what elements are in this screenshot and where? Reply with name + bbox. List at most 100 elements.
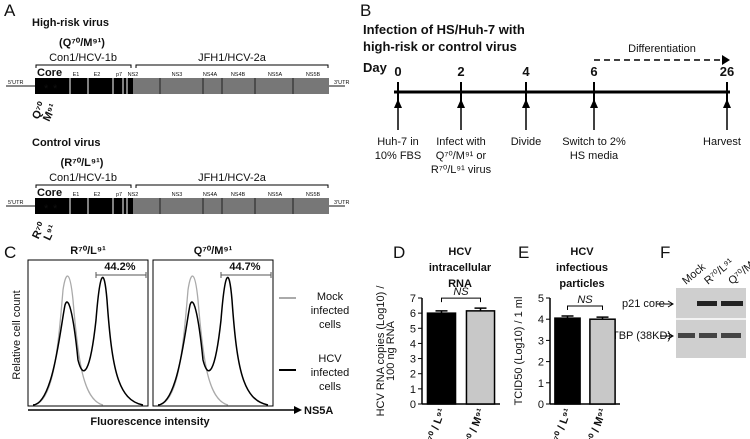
bracket: [135, 184, 329, 188]
arrowhead: [457, 99, 465, 108]
event-label: Divide: [511, 136, 542, 148]
chart-title: HCV: [448, 246, 472, 258]
event-label: Switch to 2%: [562, 136, 626, 148]
day-number: 26: [720, 64, 734, 79]
chart-title: infectious: [556, 262, 608, 274]
arrowhead: [294, 406, 302, 414]
arrow: [657, 300, 674, 308]
region-label: NS4A: [203, 192, 218, 198]
arrowhead: [590, 99, 598, 108]
region-label: E2: [94, 72, 101, 78]
region-label: Core: [37, 67, 62, 79]
legend-label: infected: [311, 305, 350, 317]
jfh1-region: [133, 198, 329, 214]
day-number: 4: [522, 64, 530, 79]
band-label: TBP (38KD): [612, 330, 671, 342]
blot: [676, 288, 746, 358]
mock-histogram: [157, 275, 229, 406]
region-label: NS5A: [268, 72, 283, 78]
mutation-star: *: [53, 203, 58, 215]
region-group: Con1/HCV-1b: [49, 52, 117, 64]
lane-label: Mock: [680, 261, 708, 287]
arrowhead: [522, 99, 530, 108]
region-label: E1: [73, 72, 80, 78]
arrowhead: [722, 55, 730, 65]
gate-percent: 44.7%: [229, 261, 260, 273]
band: [678, 333, 695, 338]
region-label: NS3: [172, 72, 183, 78]
con1-region: [35, 78, 133, 94]
virus-variant: (R⁷⁰/L⁹¹): [61, 157, 104, 169]
region-label: p7: [116, 192, 122, 198]
region-group: JFH1/HCV-2a: [198, 172, 267, 184]
region-label: NS5A: [268, 192, 283, 198]
y-axis-label: Relative cell count: [11, 290, 23, 379]
gate-percent: 44.2%: [104, 261, 135, 273]
sample-title: Q⁷⁰/M⁹¹: [194, 245, 233, 257]
x-tick-label: R⁷⁰ / L⁹¹: [549, 407, 575, 439]
region-label: NS3: [172, 192, 183, 198]
mutation-star: *: [44, 83, 49, 95]
event-label: Q⁷⁰/M⁹¹ or: [436, 150, 487, 162]
bracket: [35, 64, 132, 68]
error-bar: [435, 310, 448, 314]
panel-label: F: [660, 243, 670, 262]
chart-title: HCV: [570, 246, 594, 258]
panel-label: D: [393, 243, 405, 262]
y-tick-label: 2: [538, 357, 544, 369]
y-tick-label: 6: [410, 308, 416, 320]
event-label: 10% FBS: [375, 150, 421, 162]
day-number: 0: [394, 64, 401, 79]
x-tick-label: Q⁷⁰ / M⁹¹: [461, 407, 488, 439]
panel-label: E: [518, 243, 529, 262]
con1-region: [35, 198, 133, 214]
utr-label: 3'UTR: [334, 200, 349, 206]
panel-label: A: [4, 1, 16, 20]
phase-label: Differentiation: [628, 43, 696, 55]
region-label: NS4B: [231, 192, 246, 198]
event-label: Infect with: [436, 136, 486, 148]
y-tick-label: 3: [538, 335, 544, 347]
y-tick-label: 2: [410, 369, 416, 381]
gate: [220, 272, 272, 278]
region-label: p7: [116, 72, 122, 78]
region-label: NS5B: [306, 192, 321, 198]
legend-label: cells: [319, 319, 342, 331]
chart-title: intracellular: [429, 262, 492, 274]
error-bar: [474, 307, 487, 311]
gate: [95, 272, 147, 278]
y-tick-label: 5: [538, 293, 544, 305]
region-label: NS5B: [306, 72, 321, 78]
bracket: [135, 64, 329, 68]
panel-label: C: [4, 243, 16, 262]
region-label: E2: [94, 192, 101, 198]
histogram-frame: [27, 259, 149, 407]
day-label: Day: [363, 60, 388, 75]
day-number: 2: [457, 64, 464, 79]
event-label: Huh-7 in: [377, 136, 419, 148]
y-tick-label: 0: [410, 399, 416, 411]
region-label: NS2: [128, 192, 139, 198]
region-group: Con1/HCV-1b: [49, 172, 117, 184]
mock-histogram: [32, 275, 104, 406]
y-tick-label: 5: [410, 323, 416, 335]
timeline-title: Infection of HS/Huh-7 with: [363, 22, 525, 37]
event-label: HS media: [570, 150, 619, 162]
band: [721, 333, 741, 338]
virus-variant: (Q⁷⁰/M⁹¹): [59, 37, 105, 49]
y-tick-label: 3: [410, 354, 416, 366]
error-bar: [561, 315, 574, 319]
legend-label: HCV: [318, 353, 342, 365]
arrowhead: [723, 99, 731, 108]
region-label: NS2: [128, 72, 139, 78]
y-tick-label: 4: [410, 338, 416, 350]
bar: [554, 317, 581, 405]
event-label: R⁷⁰/L⁹¹ virus: [431, 164, 492, 176]
legend-label: infected: [311, 367, 350, 379]
band: [697, 301, 717, 306]
band-label: p21 core: [622, 298, 665, 310]
utr-label: 5'UTR: [8, 200, 23, 206]
utr-label: 5'UTR: [8, 80, 23, 86]
y-tick-label: 0: [538, 399, 544, 411]
